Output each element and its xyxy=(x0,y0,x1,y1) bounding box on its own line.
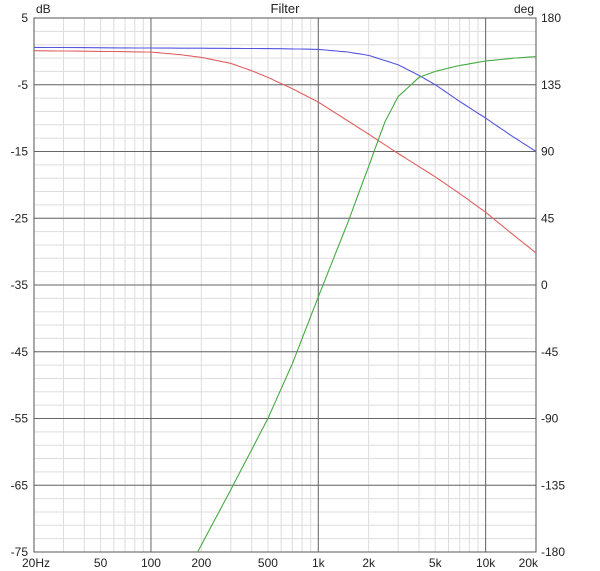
series-layer xyxy=(34,46,536,552)
x-tick-label: 50 xyxy=(94,556,108,570)
y-right-tick-label: 135 xyxy=(541,78,561,92)
y-left-tick-label: -75 xyxy=(11,545,29,559)
series-line-1 xyxy=(34,46,536,152)
plot-frame xyxy=(33,17,537,553)
y-right-tick-label: -45 xyxy=(541,345,559,359)
y-left-tick-label: -5 xyxy=(17,78,28,92)
y-right-tick-label: 180 xyxy=(541,11,561,25)
y-right-tick-label: 0 xyxy=(541,278,548,292)
y-right-tick-label: -180 xyxy=(541,545,565,559)
x-tick-label: 2k xyxy=(362,556,376,570)
y-left-tick-label: 5 xyxy=(21,11,28,25)
x-tick-label: 10k xyxy=(476,556,496,570)
y-left-tick-label: -45 xyxy=(11,345,29,359)
y-left-tick-label: -25 xyxy=(11,211,29,225)
y-right-tick-label: -90 xyxy=(541,412,559,426)
y-right-label: deg xyxy=(514,2,534,16)
y-left-label: dB xyxy=(36,2,51,16)
y-left-tick-label: -55 xyxy=(11,412,29,426)
y-right-tick-label: -135 xyxy=(541,478,565,492)
x-tick-label: 5k xyxy=(429,556,443,570)
x-tick-label: 1k xyxy=(312,556,326,570)
y-left-tick-label: -15 xyxy=(11,145,29,159)
series-line-2 xyxy=(34,50,536,254)
labels: Filter dB deg 5 -5 -15 -25 -35 -45 -55 -65 -75 18… xyxy=(11,1,566,570)
y-right-tick-label: 90 xyxy=(541,145,555,159)
x-tick-label: 500 xyxy=(258,556,278,570)
y-left-tick-label: -65 xyxy=(11,478,29,492)
series-line-3 xyxy=(197,56,536,552)
x-tick-label: 200 xyxy=(191,556,211,570)
chart-title: Filter xyxy=(271,1,301,16)
x-tick-label: 100 xyxy=(141,556,161,570)
grid xyxy=(33,17,537,553)
x-tick-label: 20k xyxy=(519,556,539,570)
x-tick-label: 20Hz xyxy=(22,556,50,570)
y-left-tick-label: -35 xyxy=(11,278,29,292)
y-right-tick-label: 45 xyxy=(541,211,555,225)
